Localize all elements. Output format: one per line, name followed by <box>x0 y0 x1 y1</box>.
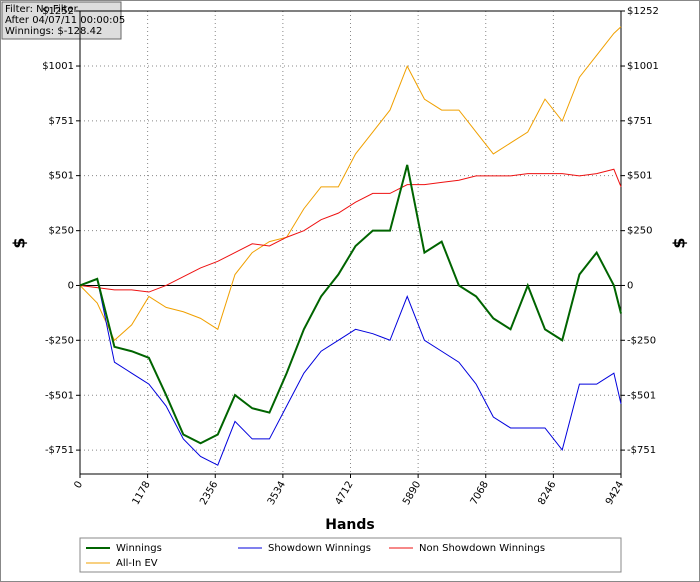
x-tick-label: 0 <box>72 480 85 491</box>
y2-tick-label: $751 <box>627 116 652 127</box>
y-tick-label: -$501 <box>45 390 74 401</box>
y-tick-label: $501 <box>49 171 74 182</box>
y2-tick-label: -$751 <box>627 445 656 456</box>
y2-tick-label: $1252 <box>627 6 659 17</box>
y2-tick-label: -$250 <box>627 335 656 346</box>
info-winnings: Winnings: $-128.42 <box>5 26 102 37</box>
y2-tick-label: $250 <box>627 226 652 237</box>
y2-tick-label: $1001 <box>627 61 659 72</box>
legend-label: Showdown Winnings <box>268 543 371 554</box>
legend <box>79 537 622 573</box>
legend-label: All-In EV <box>116 558 158 569</box>
y-tick-label: -$751 <box>45 445 74 456</box>
plot-frame <box>79 10 622 475</box>
series-line <box>79 164 622 445</box>
y-axis-label: $ <box>10 237 29 248</box>
info-filter: Filter: No Filter <box>5 4 79 15</box>
y-tick-label: $250 <box>49 226 74 237</box>
series-line <box>79 168 622 293</box>
info-date: After 04/07/11 00:00:05 <box>5 15 125 26</box>
y2-tick-label: -$501 <box>627 390 656 401</box>
y-tick-label: $1001 <box>42 61 74 72</box>
y2-axis-label: $ <box>670 237 689 248</box>
y-tick-label: 0 <box>68 280 74 291</box>
y-tick-label: $751 <box>49 116 74 127</box>
legend-label: Non Showdown Winnings <box>419 543 545 554</box>
y2-tick-label: $501 <box>627 171 652 182</box>
y-tick-label: -$250 <box>45 335 74 346</box>
series-line <box>79 278 622 466</box>
x-axis-label: Hands <box>325 517 375 533</box>
y-tick-label: $1252 <box>42 6 74 17</box>
legend-label: Winnings <box>116 543 162 554</box>
info-box <box>1 1 122 40</box>
y2-tick-label: 0 <box>627 280 633 291</box>
series-line <box>79 26 622 342</box>
